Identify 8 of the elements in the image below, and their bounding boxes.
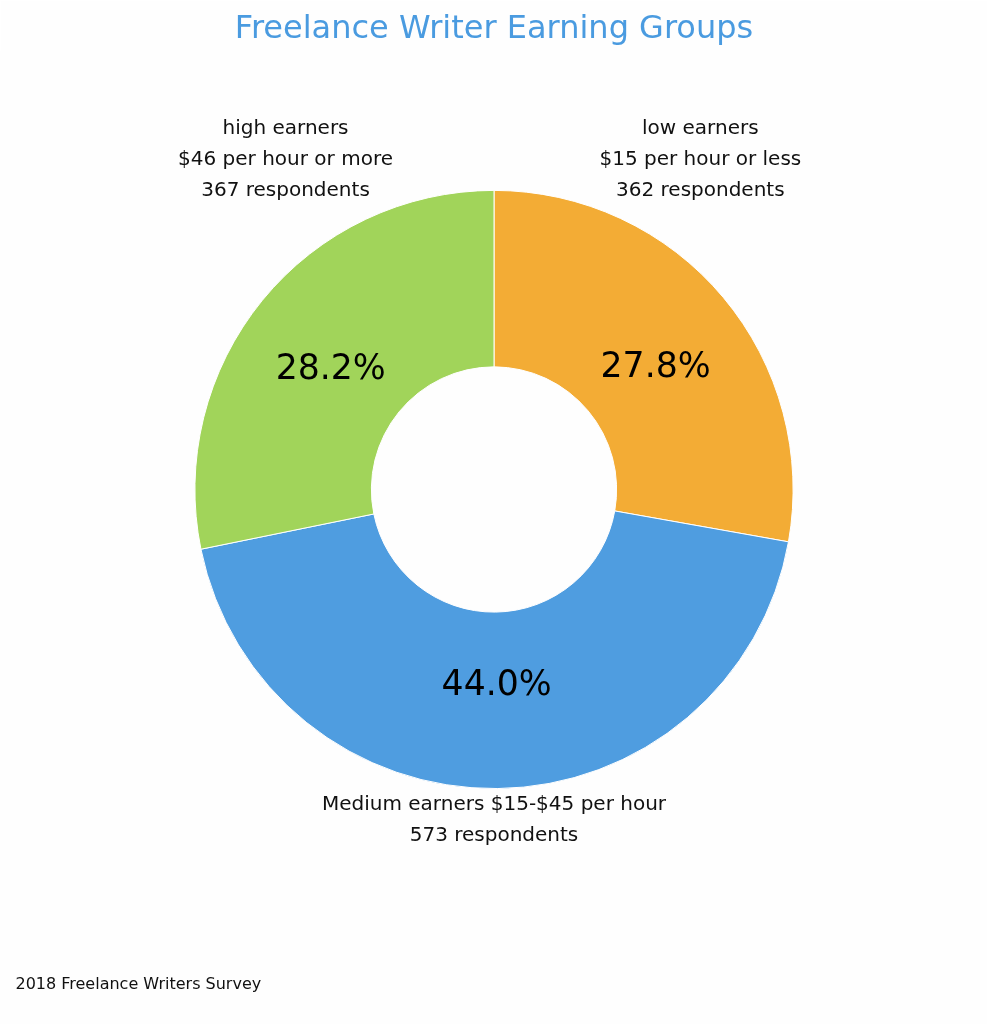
slice-label: low earners $15 per hour or less 362 respondents	[599, 115, 802, 202]
slice-label: Medium earners $15-$45 per hour 573 respondents	[321, 791, 667, 847]
data-label: 44.0%	[441, 662, 552, 703]
chart-title: Freelance Writer Earning Groups	[234, 7, 754, 46]
slice-label: high earners $46 per hour or more 367 respondents	[178, 115, 393, 202]
data-label: 27.8%	[600, 345, 711, 386]
text: 2018 Freelance Writers Survey	[15, 973, 262, 993]
data-label: 28.2%	[275, 347, 386, 388]
